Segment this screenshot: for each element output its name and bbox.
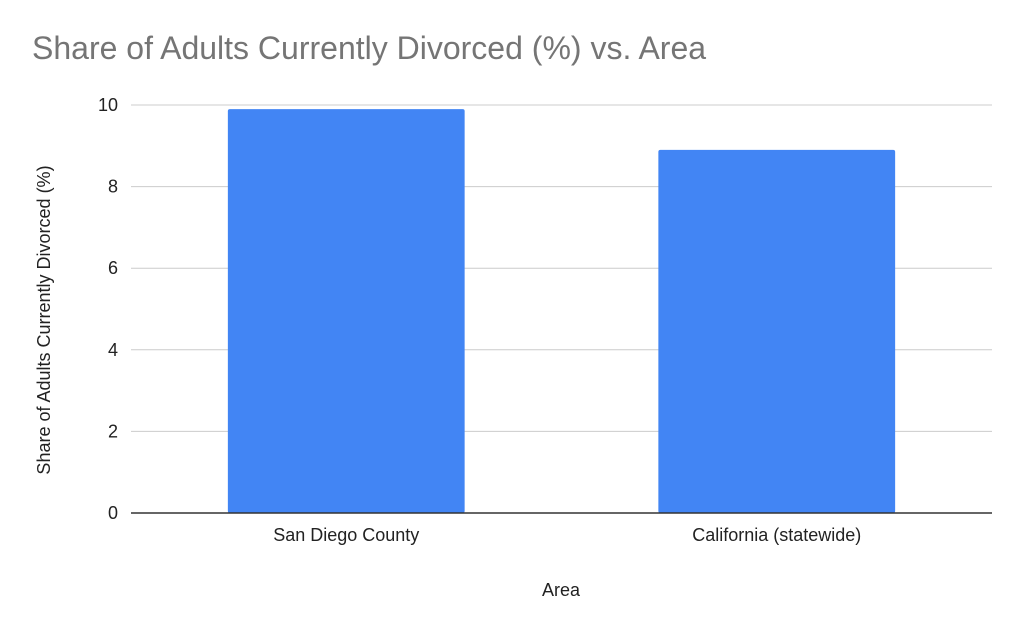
- bar: [658, 149, 896, 513]
- y-tick-label: 2: [108, 421, 118, 441]
- x-axis-title: Area: [542, 580, 581, 600]
- bar: [227, 109, 465, 513]
- tick-labels: 0 2 4 6 8 10 San Diego County California (state…: [98, 95, 861, 545]
- y-tick-label: 8: [108, 177, 118, 197]
- y-tick-label: 6: [108, 258, 118, 278]
- y-tick-label: 4: [108, 340, 118, 360]
- bars: [227, 109, 896, 513]
- y-tick-label: 10: [98, 95, 118, 115]
- x-tick-label: San Diego County: [273, 525, 419, 545]
- chart-title: Share of Adults Currently Divorced (%) v…: [32, 30, 707, 66]
- y-axis-title: Share of Adults Currently Divorced (%): [34, 165, 54, 474]
- y-tick-label: 0: [108, 503, 118, 523]
- x-tick-label: California (statewide): [692, 525, 861, 545]
